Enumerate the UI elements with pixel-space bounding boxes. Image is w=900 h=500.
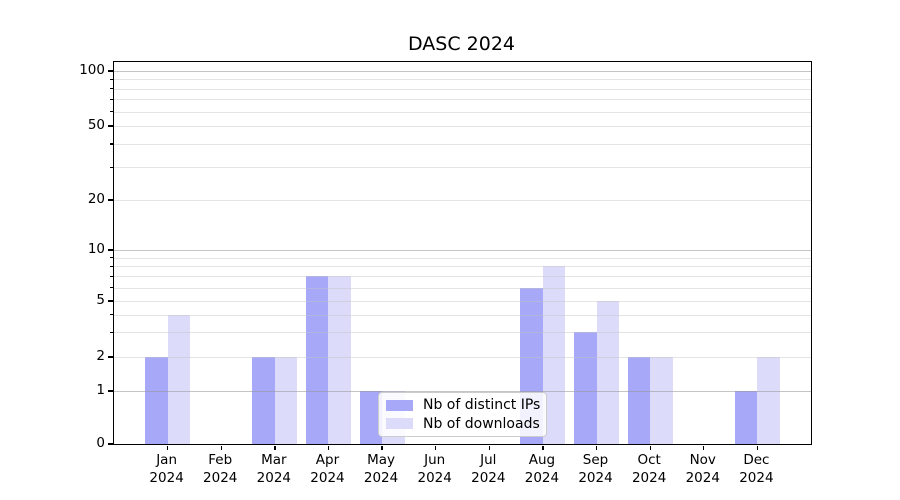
y-minor-tick-4 <box>109 314 113 316</box>
y-minor-tick-80 <box>109 88 113 90</box>
gridline-y-2 <box>114 357 811 358</box>
y-tick-100 <box>107 70 113 72</box>
legend-label: Nb of distinct IPs <box>423 397 541 414</box>
y-tick-1 <box>107 390 113 392</box>
gridline-y-4 <box>114 314 811 316</box>
bar-jan-downloads <box>167 314 191 444</box>
x-axis-label-sep: Sep 2024 <box>578 452 613 486</box>
x-tick-feb <box>220 445 222 450</box>
gridline-y-6 <box>114 287 811 289</box>
x-axis-label-jul: Jul 2024 <box>471 452 506 486</box>
x-tick-jun <box>435 445 437 450</box>
bar-sep-distinct-ips <box>574 332 597 444</box>
y-minor-tick-60 <box>109 110 113 113</box>
chart-title: DASC 2024 <box>407 33 515 55</box>
x-tick-aug <box>542 445 544 450</box>
legend-swatch-icon <box>386 418 413 430</box>
y-tick-2 <box>107 356 113 358</box>
bar-oct-downloads <box>650 357 673 444</box>
legend-label: Nb of downloads <box>423 415 540 432</box>
gridline-y-100 <box>114 71 811 72</box>
x-axis-label-dec: Dec 2024 <box>739 452 774 486</box>
x-axis-label-oct: Oct 2024 <box>631 452 667 486</box>
y-tick-50 <box>107 125 113 127</box>
y-tick-20 <box>107 199 113 201</box>
y-minor-tick-6 <box>109 286 113 289</box>
x-axis-label-jun: Jun 2024 <box>417 452 452 486</box>
gridline-y-5 <box>114 301 811 302</box>
x-axis-label-nov: Nov 2024 <box>685 452 720 486</box>
y-tick-10 <box>107 249 113 251</box>
gridline-y-7 <box>114 276 811 278</box>
y-minor-tick-7 <box>109 275 113 277</box>
x-axis-label-jan: Jan 2024 <box>149 452 184 486</box>
gridline-y-50 <box>114 126 811 127</box>
bar-may-distinct-ips <box>359 391 383 444</box>
x-tick-may <box>381 445 383 450</box>
bar-dec-distinct-ips <box>734 391 758 444</box>
gridline-y-90 <box>114 79 811 81</box>
y-minor-tick-70 <box>109 98 113 100</box>
y-axis-label-0: 0 <box>96 435 105 451</box>
x-tick-nov <box>703 445 705 450</box>
legend-row-downloads: Nb of downloads <box>386 415 540 434</box>
y-minor-tick-30 <box>109 166 113 168</box>
y-axis-label-20: 20 <box>87 191 105 207</box>
x-axis-label-may: May 2024 <box>363 452 399 486</box>
y-minor-tick-8 <box>109 265 113 268</box>
x-axis-label-aug: Aug 2024 <box>524 452 560 486</box>
y-minor-tick-40 <box>109 143 113 145</box>
y-axis-label-2: 2 <box>96 348 105 364</box>
x-axis-label-feb: Feb 2024 <box>203 452 238 486</box>
y-axis-label-100: 100 <box>79 62 105 78</box>
y-tick-0 <box>107 443 113 445</box>
x-tick-mar <box>274 445 276 450</box>
gridline-y-9 <box>114 257 811 259</box>
bar-apr-downloads <box>328 276 351 444</box>
gridline-y-1 <box>114 391 811 392</box>
legend-swatch-icon <box>386 399 413 411</box>
bar-oct-distinct-ips <box>627 357 651 444</box>
y-tick-5 <box>107 300 113 302</box>
x-tick-dec <box>756 445 759 450</box>
x-tick-jul <box>488 445 490 450</box>
x-tick-oct <box>649 445 651 450</box>
plot-area <box>107 61 812 450</box>
gridline-y-70 <box>114 99 811 101</box>
bar-aug-downloads <box>542 266 566 444</box>
bar-apr-distinct-ips <box>305 276 329 444</box>
x-axis-label-apr: Apr 2024 <box>310 452 345 486</box>
x-tick-jan <box>167 445 169 450</box>
x-axis-label-mar: Mar 2024 <box>256 452 292 486</box>
bar-jan-distinct-ips <box>145 357 168 444</box>
y-minor-tick-9 <box>109 257 113 259</box>
bar-dec-downloads <box>757 357 780 444</box>
x-tick-apr <box>327 445 330 450</box>
y-axis-label-10: 10 <box>87 241 105 257</box>
legend: Nb of distinct IPs Nb of downloads <box>378 392 547 437</box>
gridline-y-60 <box>114 111 811 113</box>
bar-sep-downloads <box>596 301 620 444</box>
gridline-y-3 <box>114 332 811 334</box>
x-tick-sep <box>595 445 598 450</box>
bar-mar-downloads <box>274 357 298 444</box>
gridline-y-10 <box>114 250 811 251</box>
y-axis-label-50: 50 <box>87 117 105 133</box>
gridline-y-80 <box>114 88 811 90</box>
y-axis-label-1: 1 <box>96 382 105 398</box>
bar-mar-distinct-ips <box>252 357 275 444</box>
gridline-y-30 <box>114 167 811 169</box>
legend-row-distinct-ips: Nb of distinct IPs <box>386 396 541 415</box>
gridline-y-8 <box>114 266 811 268</box>
y-axis-label-5: 5 <box>96 292 105 308</box>
gridline-y-40 <box>114 144 811 146</box>
y-minor-tick-3 <box>109 331 113 333</box>
y-minor-tick-90 <box>109 78 113 81</box>
gridline-y-20 <box>114 200 811 201</box>
